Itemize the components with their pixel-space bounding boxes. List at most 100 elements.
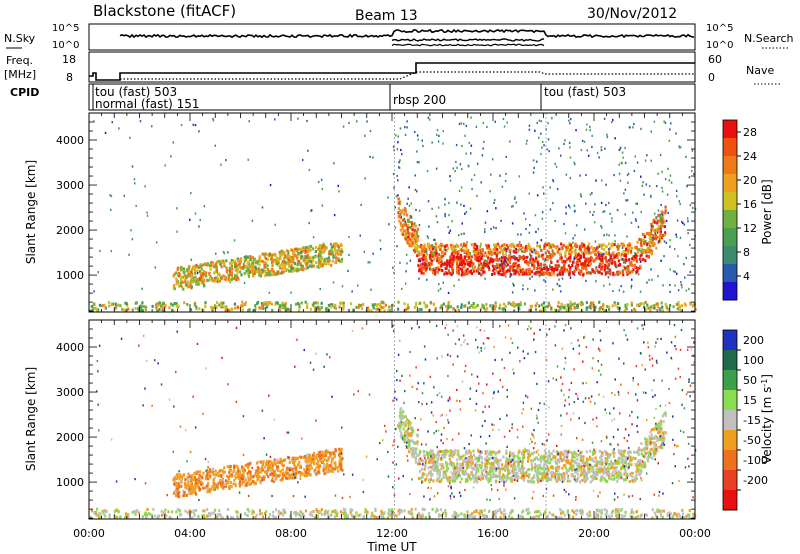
data-cell bbox=[180, 484, 183, 488]
data-cell bbox=[586, 247, 589, 251]
data-cell bbox=[246, 472, 249, 475]
data-cell bbox=[330, 513, 333, 517]
data-cell bbox=[605, 460, 608, 464]
data-cell bbox=[247, 309, 250, 313]
data-cell bbox=[569, 256, 572, 260]
data-cell bbox=[234, 482, 237, 486]
data-cell bbox=[216, 277, 219, 281]
data-cell bbox=[648, 235, 651, 239]
data-cell bbox=[599, 510, 602, 514]
data-cell bbox=[130, 229, 132, 232]
data-cell bbox=[617, 470, 620, 473]
data-cell bbox=[447, 291, 450, 294]
data-cell bbox=[487, 244, 490, 248]
data-cell bbox=[589, 271, 592, 275]
data-cell bbox=[552, 179, 554, 182]
data-cell bbox=[244, 484, 247, 488]
data-cell bbox=[501, 264, 504, 268]
data-cell bbox=[622, 269, 624, 272]
data-cell bbox=[168, 516, 171, 519]
data-cell bbox=[209, 468, 212, 472]
data-cell bbox=[442, 302, 445, 306]
data-cell bbox=[214, 279, 217, 283]
data-cell bbox=[552, 471, 555, 475]
data-cell bbox=[108, 304, 111, 308]
data-cell bbox=[505, 265, 508, 268]
data-cell bbox=[195, 277, 198, 281]
data-cell bbox=[180, 124, 183, 127]
data-cell bbox=[397, 307, 400, 311]
data-cell bbox=[369, 261, 371, 264]
data-cell bbox=[489, 304, 492, 308]
data-cell bbox=[476, 194, 478, 197]
data-cell bbox=[410, 509, 413, 512]
data-cell bbox=[600, 243, 603, 247]
data-cell bbox=[532, 261, 535, 264]
data-cell bbox=[424, 516, 427, 519]
data-cell bbox=[309, 462, 312, 466]
data-cell bbox=[630, 510, 633, 514]
data-cell bbox=[379, 514, 382, 518]
data-cell bbox=[515, 257, 518, 261]
data-cell bbox=[334, 260, 337, 264]
data-cell bbox=[624, 261, 627, 264]
data-cell bbox=[228, 269, 231, 272]
data-cell bbox=[491, 307, 494, 310]
data-cell bbox=[490, 253, 493, 257]
data-cell bbox=[455, 160, 457, 164]
data-cell bbox=[684, 276, 686, 279]
data-cell bbox=[686, 217, 689, 220]
data-cell bbox=[183, 491, 186, 494]
data-cell bbox=[580, 242, 583, 246]
data-cell bbox=[425, 263, 427, 266]
data-cell bbox=[463, 255, 466, 259]
data-cell bbox=[476, 251, 479, 255]
data-cell bbox=[195, 482, 198, 486]
data-cell bbox=[179, 284, 182, 287]
data-cell bbox=[330, 453, 333, 457]
data-cell bbox=[477, 266, 480, 270]
data-cell bbox=[174, 494, 178, 498]
data-cell bbox=[574, 266, 577, 270]
data-cell bbox=[267, 270, 270, 274]
data-cell bbox=[208, 476, 211, 480]
data-cell bbox=[221, 470, 225, 474]
data-cell bbox=[182, 489, 185, 493]
data-cell bbox=[526, 261, 529, 265]
data-cell bbox=[606, 305, 609, 309]
data-cell bbox=[653, 237, 656, 241]
data-cell bbox=[188, 484, 191, 488]
data-cell bbox=[259, 271, 262, 275]
data-cell bbox=[655, 302, 658, 306]
data-cell bbox=[533, 249, 536, 252]
data-cell bbox=[176, 230, 178, 233]
data-cell bbox=[644, 300, 647, 304]
data-cell bbox=[529, 269, 532, 273]
data-cell bbox=[598, 253, 600, 256]
data-cell bbox=[248, 470, 251, 473]
data-cell bbox=[624, 253, 627, 257]
data-cell bbox=[214, 270, 217, 274]
data-cell bbox=[428, 247, 431, 251]
data-cell bbox=[319, 456, 322, 460]
data-cell bbox=[589, 251, 592, 255]
data-cell bbox=[437, 261, 441, 265]
data-cell bbox=[526, 139, 528, 142]
data-cell bbox=[506, 257, 508, 260]
data-cell bbox=[492, 226, 495, 229]
data-cell bbox=[478, 511, 481, 515]
data-cell bbox=[263, 252, 266, 256]
data-cell bbox=[296, 471, 300, 475]
data-cell bbox=[607, 262, 610, 266]
data-cell bbox=[300, 511, 303, 515]
data-cell bbox=[610, 244, 614, 247]
data-cell bbox=[420, 270, 423, 274]
data-cell bbox=[187, 477, 190, 481]
data-cell bbox=[585, 202, 587, 205]
data-cell bbox=[190, 272, 194, 276]
data-cell bbox=[670, 181, 673, 184]
data-cell bbox=[210, 488, 213, 492]
data-cell bbox=[441, 260, 443, 263]
data-cell bbox=[334, 464, 337, 468]
data-cell bbox=[657, 209, 660, 212]
